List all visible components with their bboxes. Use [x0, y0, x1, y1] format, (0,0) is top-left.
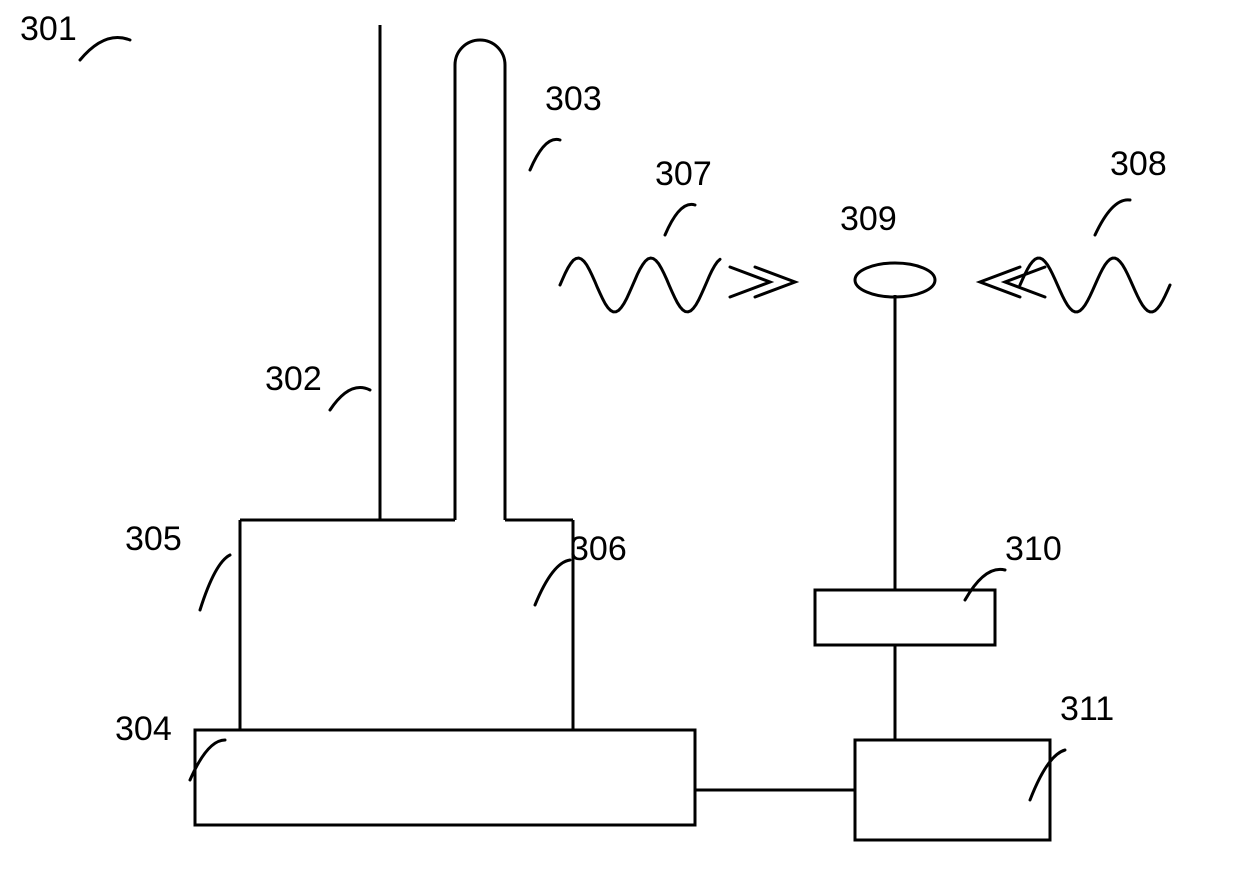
label-306: 306 — [570, 530, 627, 568]
leader-305 — [200, 555, 230, 610]
label-309: 309 — [840, 200, 897, 238]
ellipse-309 — [855, 263, 935, 297]
arrow-308-b — [980, 267, 1020, 297]
leader-302 — [330, 388, 370, 411]
leader-303 — [530, 139, 560, 170]
arrow-307-b — [755, 267, 795, 297]
label-302: 302 — [265, 360, 322, 398]
label-305: 305 — [125, 520, 182, 558]
label-307: 307 — [655, 155, 712, 193]
label-301: 301 — [20, 10, 77, 48]
rod-303 — [455, 40, 505, 520]
label-303: 303 — [545, 80, 602, 118]
label-310: 310 — [1005, 530, 1062, 568]
leader-311 — [1030, 750, 1065, 800]
label-311: 311 — [1060, 690, 1114, 728]
label-304: 304 — [115, 710, 172, 748]
box-311 — [855, 740, 1050, 840]
box-310 — [815, 590, 995, 645]
leader-308 — [1095, 200, 1130, 235]
label-308: 308 — [1110, 145, 1167, 183]
wave-308 — [1020, 258, 1170, 312]
leader-307 — [665, 204, 695, 235]
leader-310 — [965, 569, 1005, 600]
wave-307 — [560, 258, 720, 312]
leader-301 — [80, 38, 130, 61]
box-304 — [195, 730, 695, 825]
diagram-canvas: 301 302 303 304 305 306 307 308 309 310 311 — [0, 0, 1240, 885]
leader-306 — [535, 560, 570, 605]
